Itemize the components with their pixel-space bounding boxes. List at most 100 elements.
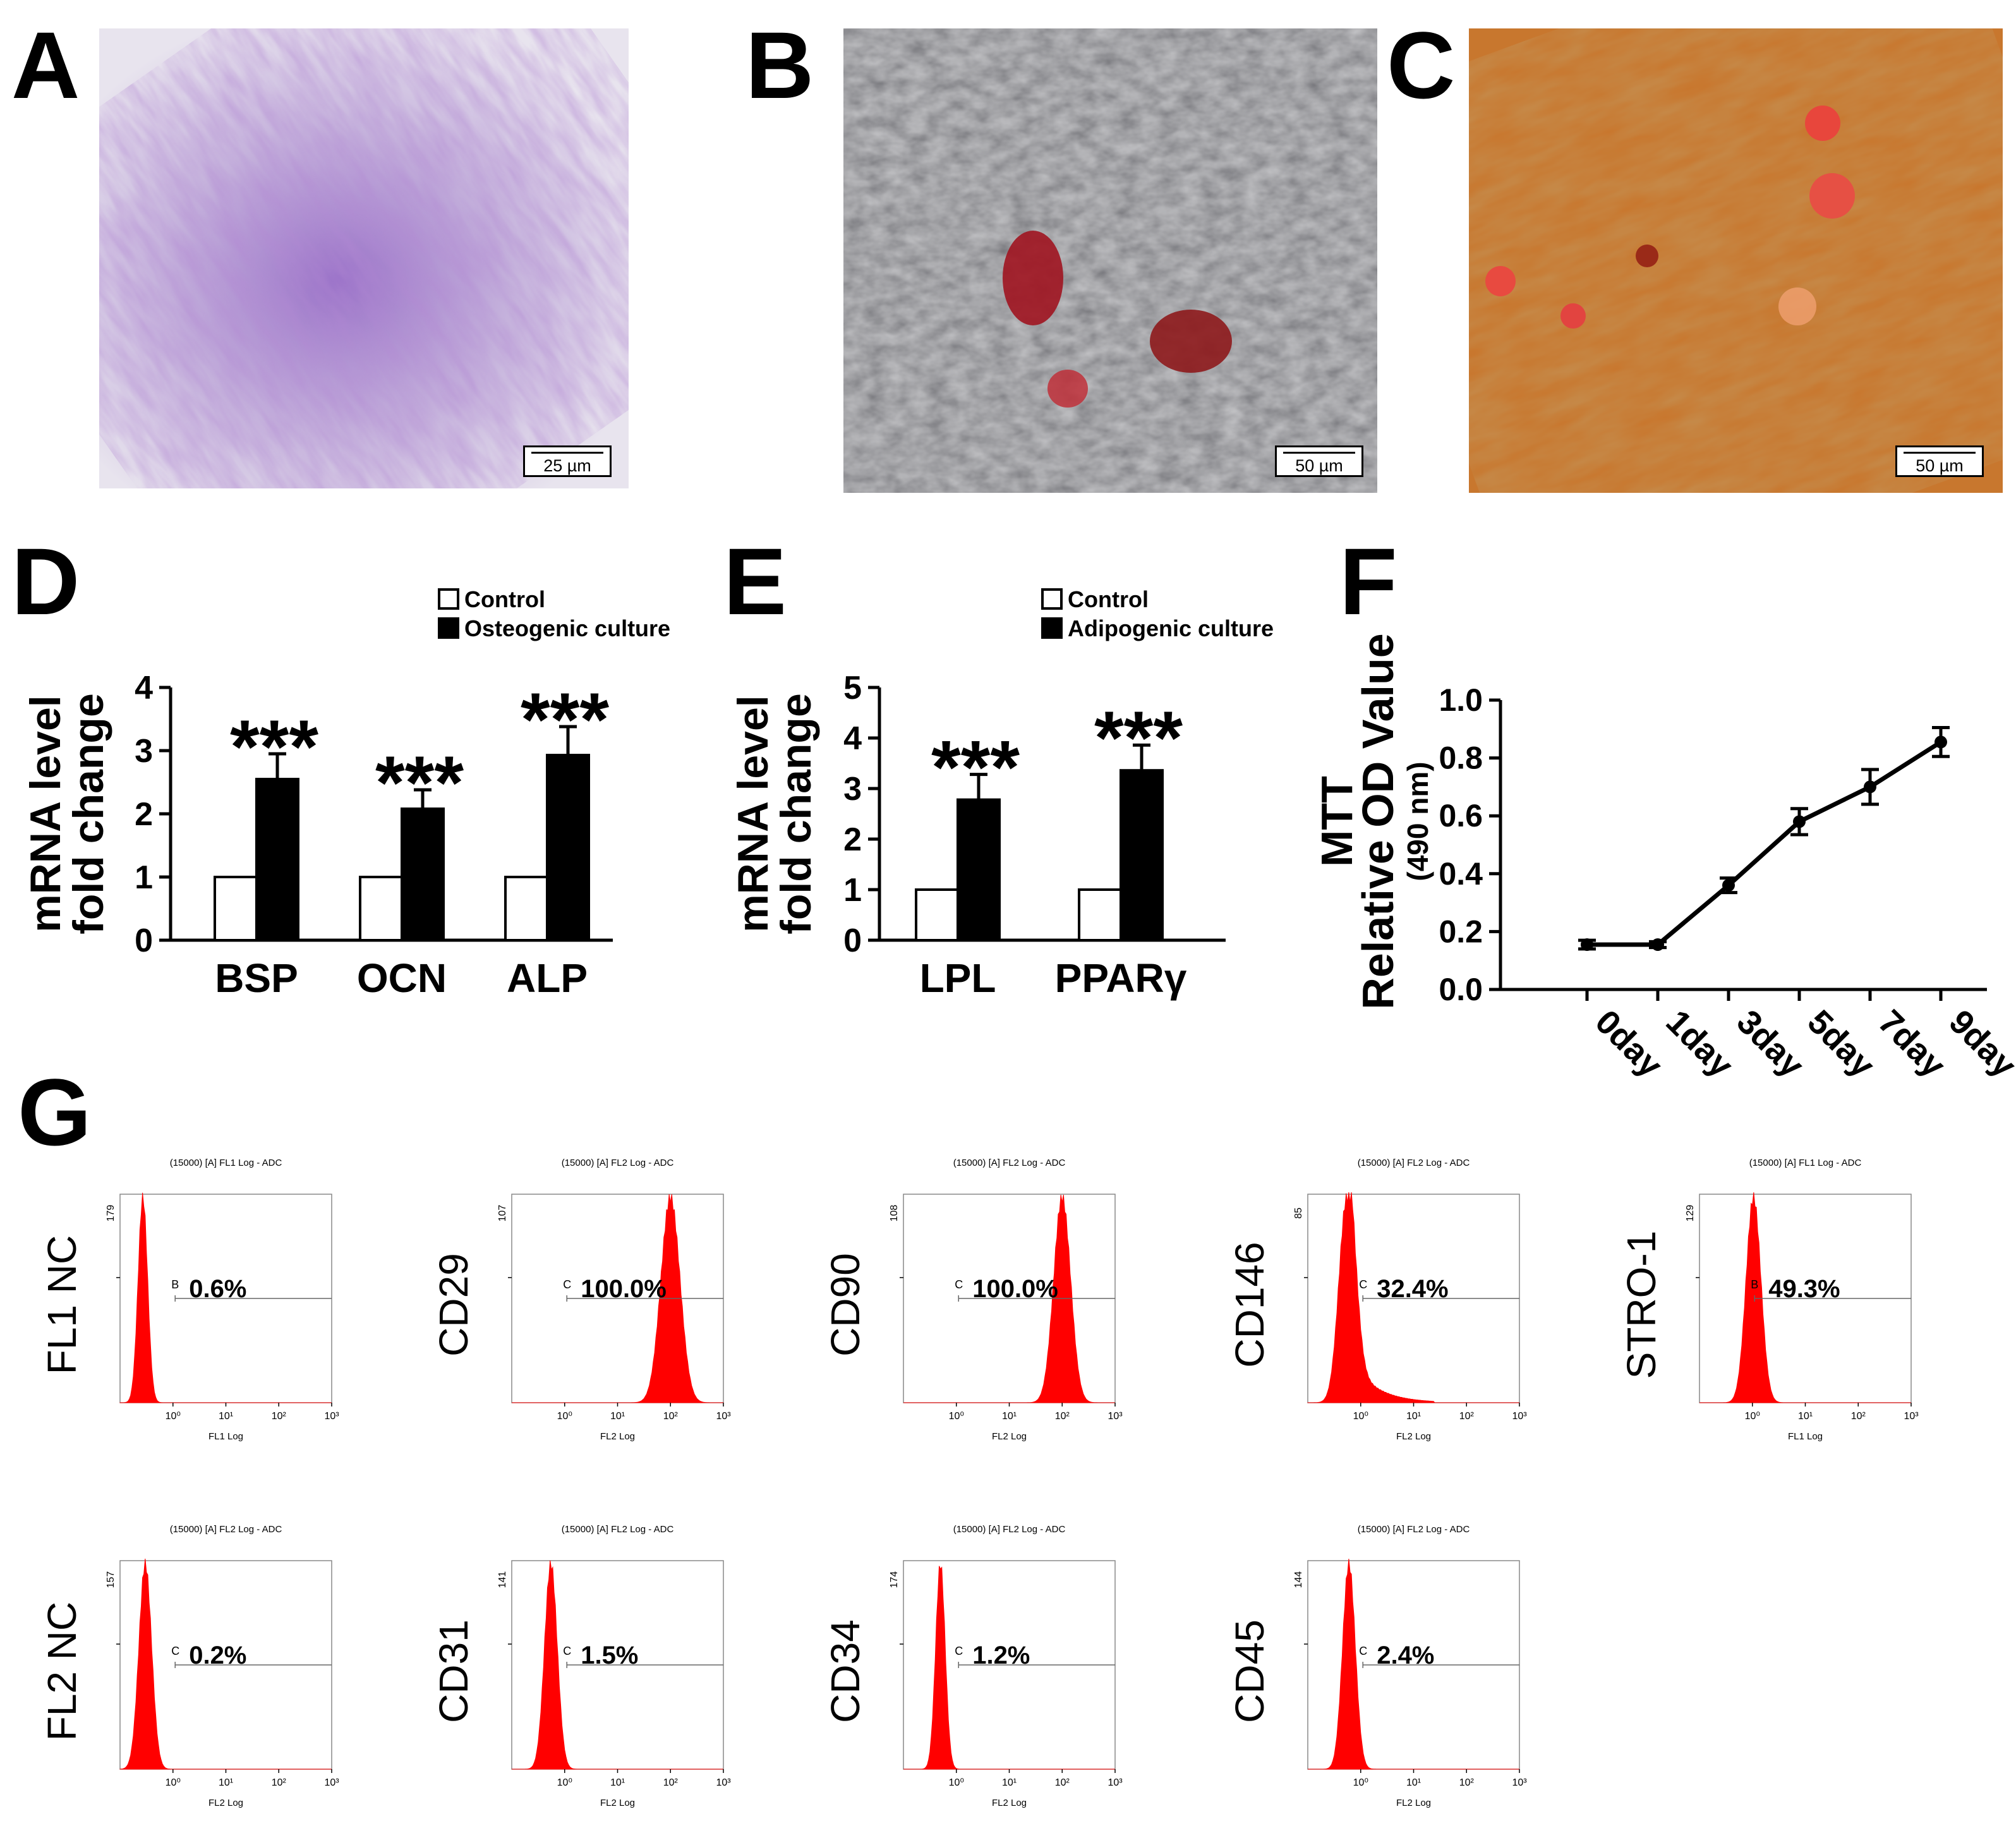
scale-bar-b-label: 50 µm bbox=[1295, 456, 1343, 475]
gate-percent: 1.2% bbox=[972, 1642, 1030, 1669]
legend-swatch bbox=[1041, 588, 1063, 610]
y-tick-label: 3 bbox=[135, 733, 153, 770]
y-tick-label: 0.6 bbox=[1439, 798, 1483, 833]
x-category-label: LPL bbox=[920, 955, 996, 1001]
x-tick-label: 5day bbox=[1801, 1003, 1882, 1084]
x-tick-label: 0day bbox=[1588, 1003, 1670, 1084]
x-tick-label: 10³ bbox=[1108, 1411, 1123, 1422]
x-tick-label: 10² bbox=[663, 1411, 679, 1422]
flow-cytometry-grid: (15000) [A] FL1 Log - ADC 179 10⁰ 10¹ 10² 10³… bbox=[0, 1125, 2016, 1817]
x-tick-label: 10³ bbox=[1512, 1777, 1527, 1788]
x-tick-label: 10² bbox=[1055, 1777, 1070, 1788]
bar-treated bbox=[401, 808, 445, 941]
x-tick-label: 10² bbox=[1055, 1411, 1070, 1422]
gate-letter: C bbox=[563, 1278, 571, 1291]
bar-control bbox=[1078, 888, 1122, 941]
flow-histogram-cd90: (15000) [A] FL2 Log - ADC 108 10⁰ 10¹ 10² 10³… bbox=[823, 1158, 1123, 1442]
y-tick-label: 2 bbox=[135, 796, 153, 833]
gate-letter: B bbox=[171, 1278, 179, 1291]
x-tick-label: 10¹ bbox=[1406, 1777, 1421, 1788]
y-max-label: 141 bbox=[497, 1571, 508, 1588]
y-tick-label: 5 bbox=[843, 670, 862, 706]
panel-label-d: D bbox=[11, 528, 80, 634]
data-point bbox=[1935, 735, 1947, 749]
gate-percent: 49.3% bbox=[1768, 1275, 1840, 1303]
y-tick-label: 4 bbox=[843, 720, 862, 757]
x-tick-label: 10¹ bbox=[610, 1777, 625, 1788]
data-point bbox=[1651, 938, 1664, 952]
bar-control bbox=[214, 876, 258, 941]
histogram-title: (15000) [A] FL1 Log - ADC bbox=[170, 1158, 282, 1168]
x-axis-label: FL2 Log bbox=[208, 1798, 243, 1808]
x-tick-label: 10⁰ bbox=[166, 1777, 181, 1788]
x-tick-label: 10¹ bbox=[219, 1777, 233, 1788]
gate-percent: 0.2% bbox=[189, 1642, 246, 1669]
x-category-label: ALP bbox=[507, 955, 588, 1001]
y-axis-label: Relative OD Value bbox=[1353, 633, 1403, 1009]
legend-label: Osteogenic culture bbox=[464, 615, 670, 641]
y-max-label: 107 bbox=[497, 1205, 508, 1222]
marker-label: CD146 bbox=[1227, 1242, 1272, 1367]
data-point bbox=[1581, 938, 1593, 952]
data-line bbox=[1587, 740, 1942, 947]
marker-label: CD34 bbox=[823, 1619, 868, 1723]
gate-letter: B bbox=[1751, 1278, 1758, 1291]
legend-swatch bbox=[438, 588, 459, 610]
flow-histogram-fl2-nc: (15000) [A] FL2 Log - ADC 157 10⁰ 10¹ 10² 10³… bbox=[39, 1524, 339, 1808]
scale-bar-c: 50 µm bbox=[1895, 445, 1984, 477]
x-axis-label: FL2 Log bbox=[992, 1431, 1027, 1442]
gate-letter: C bbox=[955, 1645, 963, 1657]
scale-bar-c-label: 50 µm bbox=[1916, 456, 1964, 475]
micrograph-b-image bbox=[843, 28, 1377, 493]
flow-histogram-cd31: (15000) [A] FL2 Log - ADC 141 10⁰ 10¹ 10² 10³… bbox=[431, 1524, 731, 1808]
x-tick-label: 3day bbox=[1730, 1003, 1811, 1084]
gate-letter: C bbox=[563, 1645, 571, 1657]
gate-letter: C bbox=[1359, 1278, 1367, 1291]
legend-label: Adipogenic culture bbox=[1068, 615, 1274, 641]
bar-control bbox=[359, 876, 403, 941]
histogram-title: (15000) [A] FL2 Log - ADC bbox=[953, 1524, 1066, 1535]
scale-bar-a-label: 25 µm bbox=[543, 456, 591, 475]
significance-marker: *** bbox=[375, 741, 464, 825]
scale-bar-b: 50 µm bbox=[1275, 445, 1363, 477]
x-category-label: OCN bbox=[357, 955, 447, 1001]
panel-label-b: B bbox=[745, 12, 814, 118]
micrograph-b bbox=[843, 28, 1377, 493]
bar-control bbox=[915, 888, 959, 941]
x-tick-label: 10³ bbox=[324, 1777, 339, 1788]
micrograph-a bbox=[99, 28, 629, 488]
marker-label: CD29 bbox=[431, 1253, 476, 1357]
flow-histogram-stro-1: (15000) [A] FL1 Log - ADC 129 10⁰ 10¹ 10² 10³… bbox=[1619, 1158, 1919, 1442]
flow-histogram-cd29: (15000) [A] FL2 Log - ADC 107 10⁰ 10¹ 10² 10³… bbox=[431, 1158, 731, 1442]
bar-treated bbox=[1120, 769, 1164, 941]
y-tick-label: 0 bbox=[135, 922, 153, 959]
marker-label: CD31 bbox=[431, 1619, 476, 1723]
x-tick-label: 10⁰ bbox=[557, 1777, 572, 1788]
x-axis-label: FL2 Log bbox=[992, 1798, 1027, 1808]
histogram-curve bbox=[1699, 1192, 1911, 1403]
x-tick-label: 10⁰ bbox=[557, 1411, 572, 1422]
y-axis-label: fold change bbox=[772, 693, 820, 935]
legend-swatch bbox=[438, 617, 459, 639]
x-axis-label: FL1 Log bbox=[208, 1431, 243, 1442]
y-max-label: 179 bbox=[106, 1205, 116, 1222]
gate-percent: 1.5% bbox=[581, 1642, 638, 1669]
data-point bbox=[1793, 815, 1806, 828]
x-axis-label: FL2 Log bbox=[1396, 1431, 1431, 1442]
scale-bar-a: 25 µm bbox=[523, 445, 612, 477]
y-tick-label: 0.4 bbox=[1439, 856, 1483, 892]
y-tick-label: 1 bbox=[843, 872, 862, 909]
y-axis-label: mRNA level bbox=[729, 695, 777, 932]
x-tick-label: 10² bbox=[272, 1411, 287, 1422]
flow-histogram-fl1-nc: (15000) [A] FL1 Log - ADC 179 10⁰ 10¹ 10² 10³… bbox=[39, 1158, 339, 1442]
y-tick-label: 0 bbox=[843, 922, 862, 959]
x-tick-label: 10³ bbox=[1512, 1411, 1527, 1422]
x-tick-label: 10⁰ bbox=[949, 1777, 964, 1788]
x-tick-label: 1day bbox=[1659, 1003, 1741, 1084]
x-tick-label: 10³ bbox=[1108, 1777, 1123, 1788]
micrograph-c-image bbox=[1469, 28, 2003, 493]
histogram-curve bbox=[512, 1194, 723, 1403]
y-axis-label: MTT bbox=[1314, 776, 1361, 867]
histogram-curve bbox=[903, 1194, 1115, 1403]
